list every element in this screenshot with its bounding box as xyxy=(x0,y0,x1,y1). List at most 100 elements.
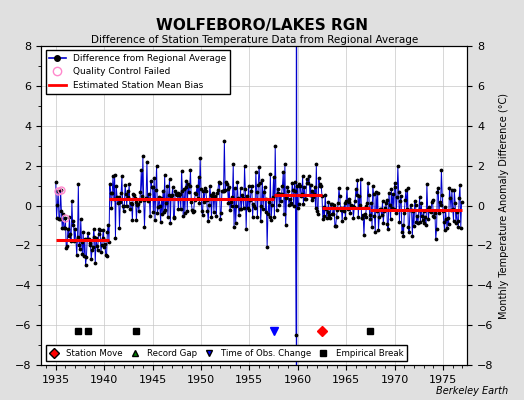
Point xyxy=(379,220,388,226)
Point xyxy=(218,188,226,194)
Point xyxy=(114,200,122,206)
Point xyxy=(111,234,119,241)
Point xyxy=(127,200,135,207)
Point xyxy=(270,214,279,220)
Point xyxy=(278,182,287,189)
Point xyxy=(413,213,421,219)
Point xyxy=(119,208,128,214)
Point xyxy=(239,205,248,212)
Point xyxy=(172,191,180,197)
Point xyxy=(89,244,97,250)
Point xyxy=(334,200,342,207)
Point xyxy=(268,202,276,208)
Point xyxy=(298,190,306,197)
Point xyxy=(356,202,364,208)
Point xyxy=(185,183,194,190)
Point xyxy=(383,221,391,227)
Point xyxy=(328,201,336,208)
Point xyxy=(128,217,137,224)
Point xyxy=(104,222,112,228)
Point xyxy=(103,228,112,235)
Point xyxy=(58,225,67,231)
Point xyxy=(388,205,396,211)
Point xyxy=(454,224,463,231)
Point xyxy=(226,207,234,213)
Point xyxy=(269,193,277,200)
Point xyxy=(191,190,200,197)
Point xyxy=(353,176,362,183)
Point xyxy=(53,202,61,208)
Point xyxy=(147,178,155,185)
Point xyxy=(198,208,206,214)
Point xyxy=(443,225,451,231)
Point xyxy=(142,194,150,201)
Point xyxy=(437,166,445,173)
Point xyxy=(248,182,256,189)
Point xyxy=(281,160,289,167)
Point xyxy=(256,180,264,186)
Point xyxy=(269,174,278,180)
Point xyxy=(73,234,82,240)
Point xyxy=(428,198,436,205)
Point xyxy=(311,184,319,190)
Point xyxy=(322,206,330,213)
Point xyxy=(423,206,432,212)
Point xyxy=(180,186,188,192)
Point xyxy=(59,211,67,217)
Point xyxy=(428,196,436,203)
Point xyxy=(232,202,241,209)
Point xyxy=(353,192,361,198)
Point xyxy=(221,187,230,193)
Point xyxy=(355,193,363,200)
Point xyxy=(237,206,246,213)
Point xyxy=(112,183,121,190)
Point xyxy=(274,189,282,196)
Point xyxy=(456,182,464,188)
Point xyxy=(332,214,341,220)
Point xyxy=(196,154,204,161)
Point xyxy=(222,178,230,185)
Point xyxy=(122,190,130,197)
Point xyxy=(220,188,228,194)
Point xyxy=(93,246,102,253)
Point xyxy=(211,194,220,201)
Point xyxy=(326,215,334,221)
Text: Berkeley Earth: Berkeley Earth xyxy=(436,386,508,396)
Point xyxy=(205,202,213,208)
Point xyxy=(345,195,354,202)
Point xyxy=(67,238,75,244)
Point xyxy=(441,204,450,210)
Point xyxy=(365,192,373,198)
Point xyxy=(95,226,104,232)
Point xyxy=(321,192,330,198)
Point xyxy=(146,213,155,219)
Point xyxy=(258,176,267,183)
Point xyxy=(138,193,146,199)
Point xyxy=(309,194,318,201)
Point xyxy=(429,213,438,220)
Point xyxy=(257,202,266,209)
Point xyxy=(367,200,375,206)
Point xyxy=(260,184,269,190)
Point xyxy=(430,214,439,220)
Point xyxy=(315,180,324,187)
Point xyxy=(193,195,202,202)
Point xyxy=(342,198,351,204)
Point xyxy=(171,188,179,194)
Point xyxy=(277,198,285,204)
Point xyxy=(287,201,296,208)
Point xyxy=(420,220,429,226)
Point xyxy=(150,174,158,181)
Point xyxy=(293,205,302,211)
Point xyxy=(114,194,123,200)
Point xyxy=(288,180,297,186)
Point xyxy=(409,208,417,214)
Point xyxy=(286,200,294,206)
Point xyxy=(81,262,90,268)
Point xyxy=(81,236,89,242)
Point xyxy=(297,193,305,199)
Point xyxy=(317,183,325,189)
Point xyxy=(302,176,311,182)
Point xyxy=(143,158,151,165)
Point xyxy=(110,196,118,202)
